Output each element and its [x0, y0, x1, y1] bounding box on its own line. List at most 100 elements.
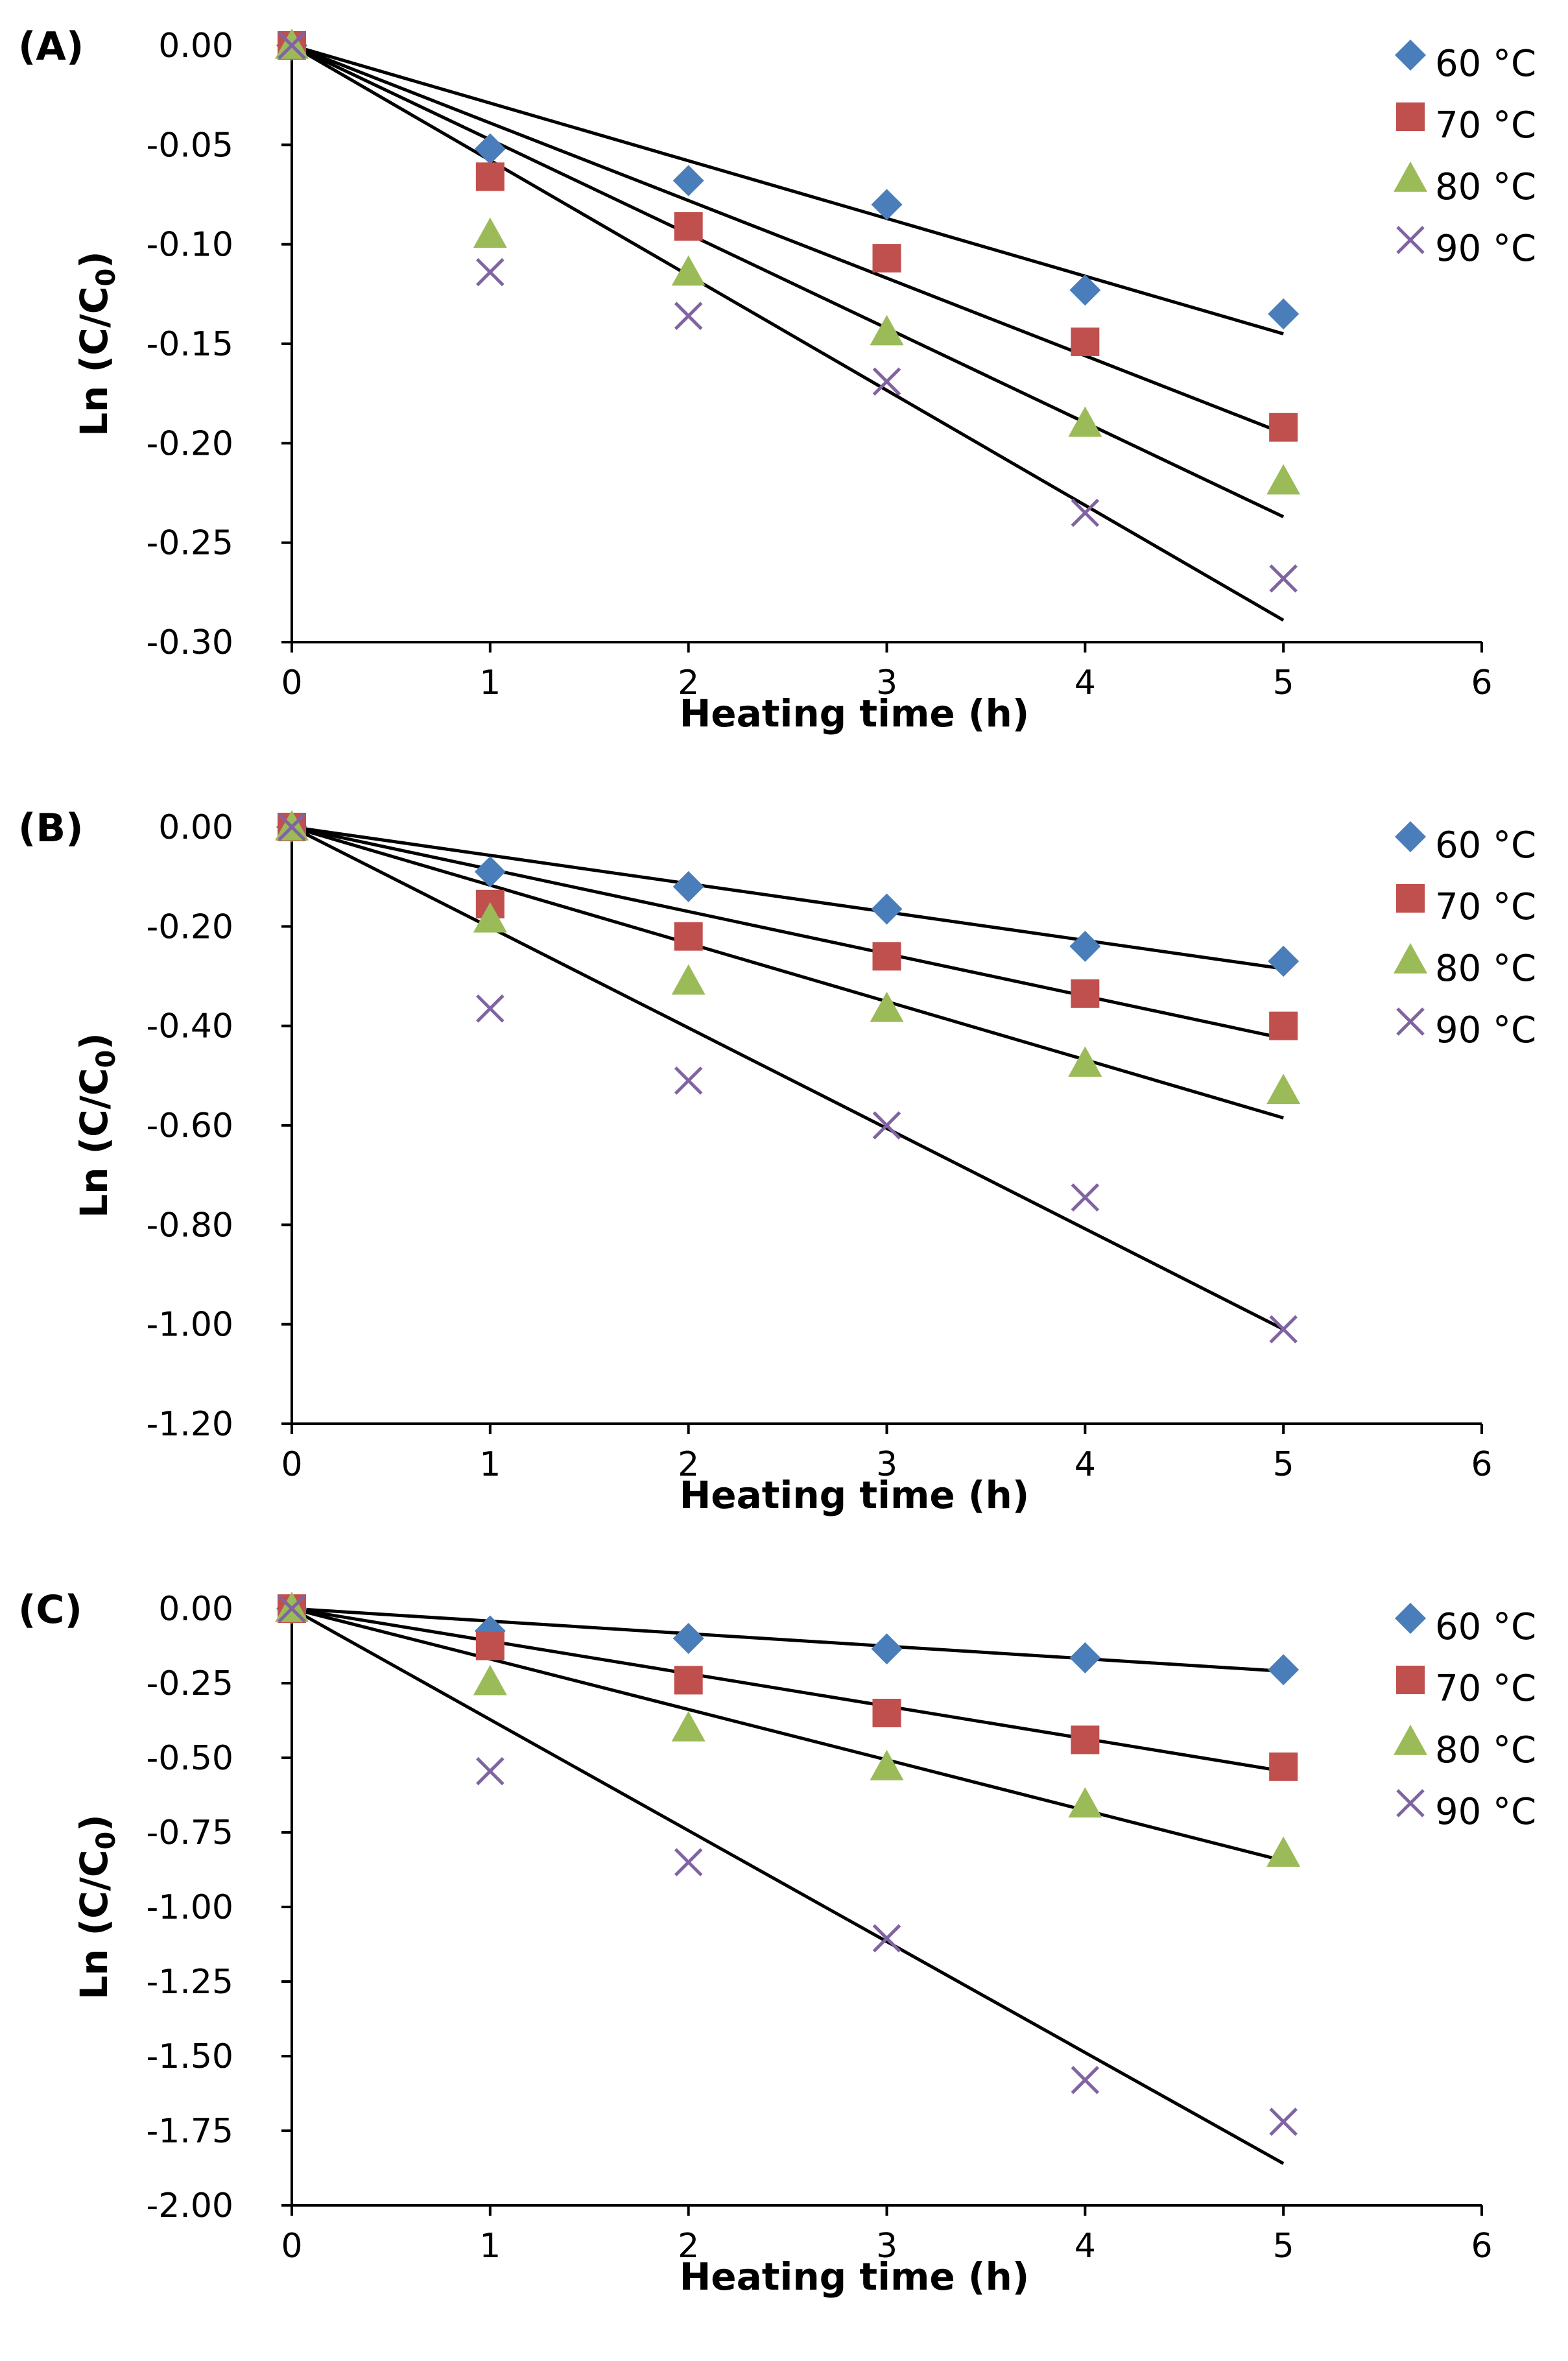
data-point [475, 1631, 505, 1660]
fit-line-1 [291, 1607, 1284, 1773]
data-point [671, 255, 706, 286]
y-axis-title-main: Ln (C/C [72, 287, 116, 437]
fit-line-2 [291, 43, 1285, 519]
data-point [476, 1756, 505, 1786]
x-tick-label: 1 [479, 1445, 501, 1484]
x-tick-label: 1 [479, 664, 501, 702]
y-tick-label: -1.00 [146, 1306, 233, 1345]
y-tick-label: 0.00 [158, 1590, 233, 1629]
data-point [278, 813, 306, 841]
x-tick-label: 4 [1075, 1445, 1096, 1484]
data-point [1269, 2107, 1298, 2136]
data-point [1269, 1752, 1298, 1781]
data-point [475, 162, 505, 191]
x-tick-label: 5 [1273, 664, 1294, 702]
x-tick-label: 0 [281, 2227, 302, 2266]
legend-label-2: 80 °C [1435, 1729, 1536, 1771]
data-point [1071, 1183, 1100, 1212]
legend: 60 °C 70 °C 80 °C 90 °C [1394, 821, 1536, 1051]
chart-panel-0: (A) 0.00 -0.05 -0.10 -0.15 -0.20 -0.25 -0.30 0 1 2… [18, 24, 1536, 736]
data-point [872, 1924, 901, 1953]
data-point [473, 217, 507, 248]
legend: 60 °C 70 °C 80 °C 90 °C [1394, 1603, 1536, 1833]
data-point [1269, 1315, 1298, 1344]
y-tick-label: -1.00 [146, 1888, 233, 1927]
legend-marker-2 [1394, 1725, 1427, 1755]
y-axis-title-main: Ln (C/C [72, 1068, 116, 1218]
y-tick-label: -0.20 [146, 907, 233, 946]
data-point [674, 302, 703, 330]
series-3 [278, 1594, 1298, 2136]
y-axis-title: Ln (C/C0) [72, 251, 121, 437]
chart-panel-2: (C) 0.00 -0.25 -0.50 -0.75 -1.00 -1.25 -1.50 -1.… [18, 1587, 1536, 2299]
data-point [1068, 1787, 1102, 1818]
y-tick-label: -0.50 [146, 1739, 233, 1778]
data-point [872, 367, 901, 396]
x-tick-label: 6 [1471, 664, 1492, 702]
series-0 [276, 30, 1300, 330]
y-tick-label: -1.50 [146, 2037, 233, 2076]
y-tick-label: -0.15 [146, 325, 233, 364]
x-tick-label: 0 [281, 664, 302, 702]
data-point [870, 315, 904, 346]
fit-line-3 [291, 43, 1285, 622]
series-3 [278, 813, 1298, 1344]
y-axis-title-subscript: 0 [91, 1050, 121, 1068]
data-point [674, 922, 703, 951]
y-tick-label: -0.40 [146, 1007, 233, 1046]
legend-marker-2 [1394, 162, 1427, 192]
x-tick-label: 3 [876, 2227, 897, 2266]
x-tick-label: 1 [479, 2227, 501, 2266]
fit-line-1 [291, 825, 1284, 1040]
series-3 [278, 31, 1298, 593]
data-point [671, 1711, 706, 1742]
x-axis-title: Heating time (h) [680, 691, 1030, 736]
y-tick-label: -0.05 [146, 126, 233, 165]
x-tick-label: 5 [1273, 1445, 1294, 1484]
data-point [278, 31, 306, 60]
legend-label-1: 70 °C [1435, 104, 1536, 147]
data-point [872, 1699, 901, 1727]
y-tick-label: -0.60 [146, 1107, 233, 1145]
data-point [1071, 1725, 1100, 1755]
data-point [1269, 564, 1298, 593]
data-point [476, 258, 505, 287]
fit-line-0 [291, 43, 1284, 336]
data-point [1068, 406, 1102, 437]
fit-line-0 [291, 825, 1284, 970]
data-point [1268, 946, 1300, 977]
fit-line-2 [291, 1607, 1284, 1863]
data-point [1069, 1642, 1101, 1673]
x-tick-label: 4 [1075, 664, 1096, 702]
x-tick-label: 5 [1273, 2227, 1294, 2266]
legend-label-2: 80 °C [1435, 948, 1536, 990]
series-0 [276, 811, 1300, 977]
y-tick-label: 0.00 [158, 27, 233, 66]
data-point [672, 165, 704, 197]
data-point [871, 1633, 903, 1665]
data-point [872, 1111, 901, 1140]
data-point [1068, 1046, 1102, 1077]
legend-marker-1 [1396, 102, 1425, 131]
y-tick-label: -1.75 [146, 2112, 233, 2151]
data-point [1071, 2066, 1100, 2094]
series-2 [275, 810, 1301, 1105]
data-point [671, 964, 706, 995]
y-tick-label: -0.10 [146, 226, 233, 265]
data-point [872, 942, 901, 971]
chart-panel-1: (B) 0.00 -0.20 -0.40 -0.60 -0.80 -1.00 -1.20 0 1 2… [18, 806, 1536, 1517]
fit-line-2 [291, 825, 1284, 1120]
legend-marker-3 [1396, 1007, 1425, 1036]
data-point [870, 1749, 904, 1780]
x-tick-label: 0 [281, 1445, 302, 1484]
y-tick-label: -0.25 [146, 524, 233, 563]
data-point [1069, 931, 1101, 962]
data-point [1268, 298, 1300, 330]
legend-label-0: 60 °C [1435, 824, 1536, 867]
panel-label: (C) [18, 1587, 82, 1633]
y-tick-label: -0.30 [146, 623, 233, 662]
x-tick-label: 2 [678, 664, 699, 702]
legend-label-2: 80 °C [1435, 166, 1536, 208]
data-point [473, 902, 507, 933]
data-point [1069, 274, 1101, 306]
